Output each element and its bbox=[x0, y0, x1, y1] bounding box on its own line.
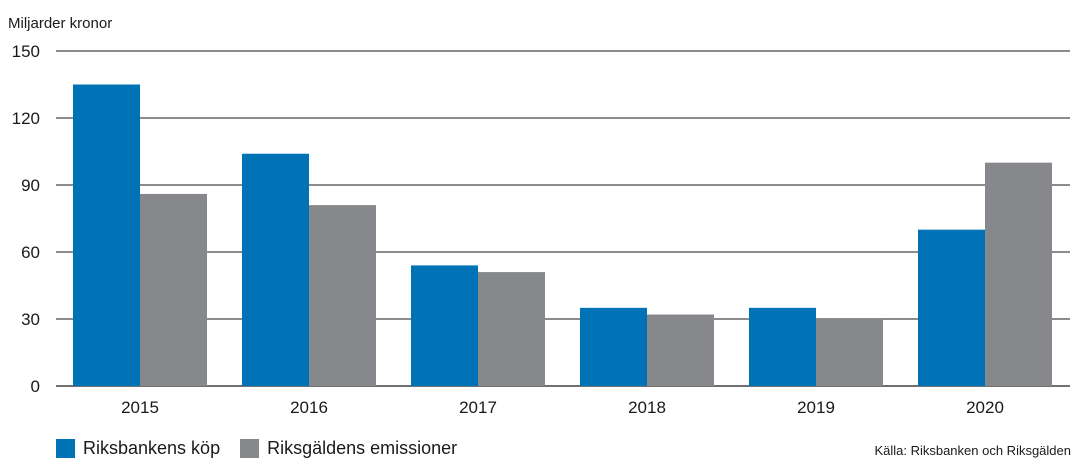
bar bbox=[816, 319, 883, 386]
bar bbox=[478, 272, 545, 386]
bar bbox=[309, 205, 376, 386]
y-tick-label: 120 bbox=[12, 109, 40, 128]
bar bbox=[918, 229, 985, 386]
source-note: Källa: Riksbanken och Riksgälden bbox=[874, 443, 1071, 458]
legend-swatch-series-1 bbox=[56, 439, 75, 458]
y-axis-label: Miljarder kronor bbox=[8, 15, 113, 32]
bar bbox=[242, 153, 309, 386]
x-tick-label: 2020 bbox=[966, 398, 1004, 417]
legend-item-series-1: Riksbankens köp bbox=[56, 438, 220, 459]
bar bbox=[73, 84, 140, 386]
x-tick-label: 2019 bbox=[797, 398, 835, 417]
bar bbox=[985, 162, 1052, 386]
x-tick-label: 2015 bbox=[121, 398, 159, 417]
bar bbox=[580, 307, 647, 386]
bar bbox=[749, 307, 816, 386]
x-tick-label: 2016 bbox=[290, 398, 328, 417]
legend-swatch-series-2 bbox=[240, 439, 260, 458]
bar bbox=[140, 193, 207, 386]
x-tick-label: 2018 bbox=[628, 398, 666, 417]
bar bbox=[647, 314, 714, 386]
legend-item-series-2: Riksgäldens emissioner bbox=[240, 438, 457, 459]
y-tick-label: 30 bbox=[21, 310, 40, 329]
y-tick-label: 150 bbox=[12, 42, 40, 61]
y-tick-label: 0 bbox=[31, 377, 40, 396]
y-tick-label: 60 bbox=[21, 243, 40, 262]
legend-label-series-1: Riksbankens köp bbox=[83, 438, 221, 458]
x-tick-label: 2017 bbox=[459, 398, 497, 417]
y-tick-label: 90 bbox=[21, 176, 40, 195]
legend-label-series-2: Riksgäldens emissioner bbox=[267, 438, 458, 458]
legend: Riksbankens köp Riksgäldens emissioner bbox=[56, 438, 477, 459]
bar bbox=[411, 265, 478, 386]
